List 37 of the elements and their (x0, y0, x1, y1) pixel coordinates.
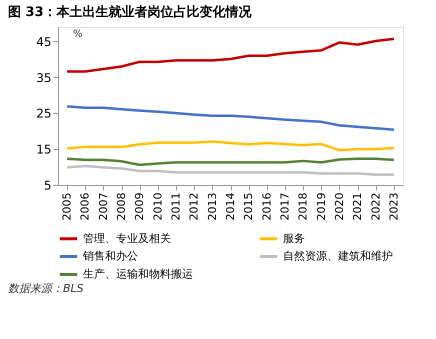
x-tick-label: 2017 (278, 192, 292, 220)
x-tick-label: 2018 (296, 192, 310, 220)
line-series (66, 105, 396, 131)
y-tick-label: 35 (36, 70, 52, 85)
x-tick-label: 2005 (60, 192, 74, 220)
x-tick-label: 2006 (78, 192, 92, 220)
source-note: 数据来源：BLS (8, 282, 84, 295)
y-tick-label: 25 (36, 106, 52, 121)
line-series (66, 164, 396, 176)
x-tick-label: 2022 (369, 192, 382, 220)
x-tick-label: 2021 (351, 192, 364, 220)
x-tick-label: 2014 (224, 192, 237, 220)
x-tick-label: 2011 (170, 192, 183, 220)
x-tick-label: 2013 (206, 192, 219, 220)
legend-label: 管理、专业及相关 (83, 232, 171, 245)
y-tick-label: 15 (36, 142, 52, 157)
annotation: % (73, 29, 83, 40)
x-tick-label: 2012 (188, 192, 201, 220)
x-tick-label: 2008 (115, 192, 128, 220)
legend-label: 销售和办公 (82, 250, 138, 262)
x-tick-label: 2016 (260, 192, 274, 220)
legend-label: 服务 (283, 232, 305, 245)
x-tick-label: 2020 (332, 192, 346, 220)
y-tick-label: 45 (36, 34, 52, 49)
x-tick-label: 2009 (133, 192, 146, 220)
x-tick-label: 2010 (151, 192, 164, 220)
x-tick-label: 2015 (242, 192, 256, 220)
x-tick-label: 2007 (96, 192, 110, 220)
x-tick-label: 2019 (314, 192, 328, 220)
line-series (66, 158, 396, 166)
line-series (66, 140, 396, 152)
line-series (66, 38, 396, 73)
legend-label: 生产、运输和物料搬运 (83, 268, 193, 280)
y-tick-label: 5 (44, 178, 52, 192)
legend-label: 自然资源、建筑和维护 (283, 250, 393, 262)
chart-title: 图 33：本土出生就业者岗位占比变化情况 (8, 4, 253, 20)
x-tick-label: 2023 (387, 192, 400, 220)
